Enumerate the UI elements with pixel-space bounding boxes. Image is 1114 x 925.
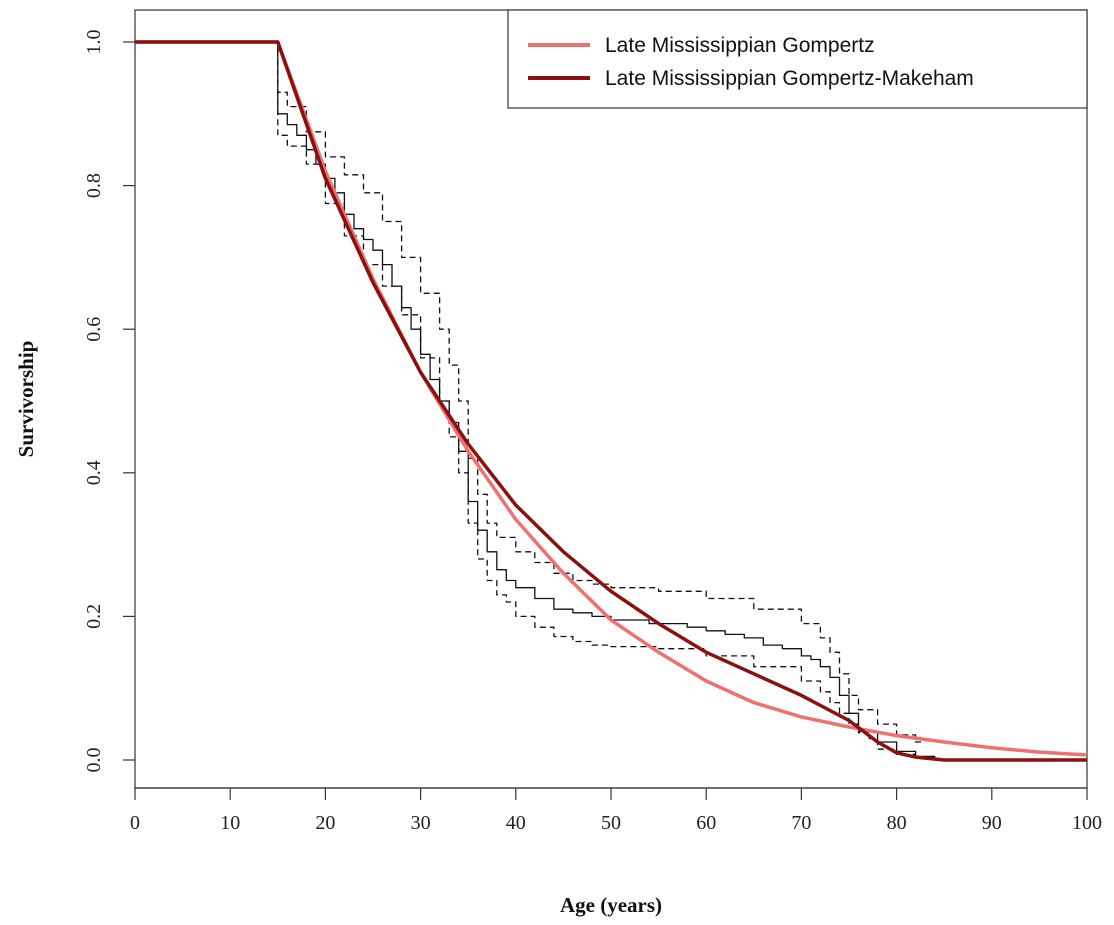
x-axis-title: Age (years) [560, 893, 662, 917]
y-tick-label: 0.8 [83, 173, 105, 198]
y-tick-label: 0.0 [83, 748, 105, 773]
x-tick-label: 30 [411, 812, 431, 834]
x-tick-label: 90 [982, 812, 1002, 834]
legend: Late Mississippian Gompertz Late Mississ… [507, 9, 1088, 109]
x-tick-label: 40 [506, 812, 526, 834]
y-axis: 0.0 0.2 0.4 0.6 0.8 1.0 [83, 30, 135, 773]
kaplan-meier-step [135, 41, 954, 761]
x-tick-label: 20 [315, 812, 335, 834]
y-tick-label: 0.6 [83, 317, 105, 342]
series-line-gompertz [135, 40, 1088, 757]
x-tick-label: 60 [696, 812, 716, 834]
legend-label-gompertz-makeham: Late Mississippian Gompertz-Makeham [605, 67, 974, 90]
y-tick-label: 1.0 [83, 30, 105, 55]
y-tick-label: 0.4 [83, 460, 105, 485]
x-tick-label: 70 [791, 812, 811, 834]
y-tick-label: 0.2 [83, 604, 105, 629]
confidence-bound-step [135, 41, 936, 760]
x-tick-label: 100 [1072, 812, 1102, 834]
x-tick-label: 0 [130, 812, 140, 834]
series-layer [135, 40, 1088, 762]
legend-box [507, 9, 1088, 109]
x-tick-label: 50 [601, 812, 621, 834]
x-tick-label: 10 [220, 812, 240, 834]
series-line-gompertz-makeham [135, 40, 1087, 762]
y-axis-title: Survivorship [14, 341, 38, 458]
x-tick-label: 80 [887, 812, 907, 834]
plot-frame [134, 9, 1088, 789]
legend-label-gompertz: Late Mississippian Gompertz [605, 34, 875, 57]
confidence-bound-step [135, 41, 926, 743]
x-axis: 0 10 20 30 40 50 60 70 80 90 100 [130, 787, 1102, 834]
